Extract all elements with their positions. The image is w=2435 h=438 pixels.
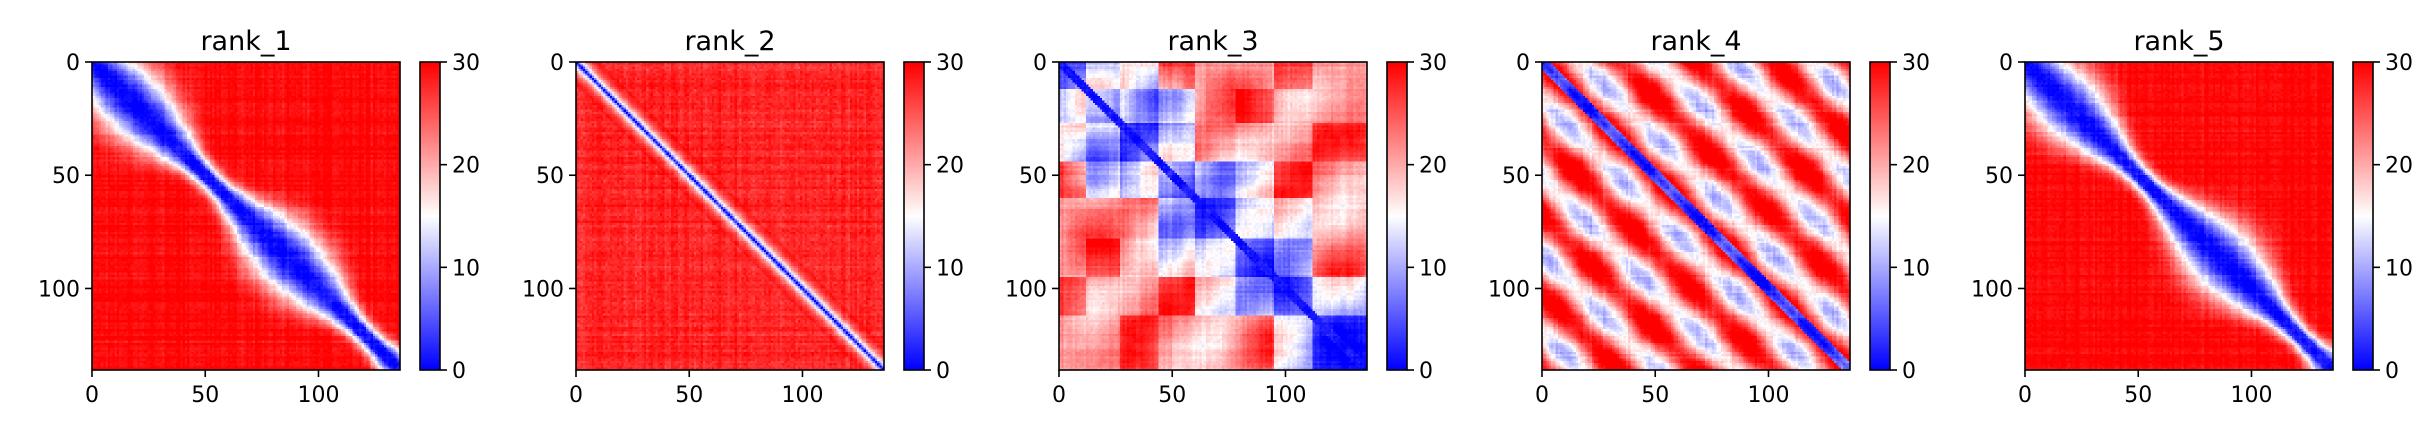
panel-title: rank_3: [1167, 26, 1258, 57]
colorbar: [1870, 62, 1890, 370]
y-tick-label: 0: [550, 51, 564, 76]
y-tick-label: 100: [1971, 277, 2013, 302]
heatmap-image: [2025, 62, 2333, 370]
heatmap-frame: [1541, 61, 1851, 371]
heatmap-panel-1: rank_1 0 50 100 0 50 100 0 10 20 30: [38, 26, 480, 408]
colorbar-frame: [1386, 61, 1408, 371]
colorbar: [420, 62, 440, 370]
colorbar-tick-label: 30: [452, 51, 480, 76]
colorbar-frame: [903, 61, 925, 371]
colorbar: [2353, 62, 2373, 370]
heatmap-panel-4: rank_4 0 50 100 0 50 100 0 10 20 30: [1488, 26, 1930, 408]
colorbar-frame: [2352, 61, 2374, 371]
y-tick-label: 100: [1005, 277, 1047, 302]
heatmap-frame: [91, 61, 401, 371]
x-tick-label: 0: [569, 383, 583, 408]
colorbar-frame: [419, 61, 441, 371]
heatmap-frame: [1058, 61, 1368, 371]
panel-title: rank_1: [200, 26, 291, 57]
colorbar-tick-label: 10: [1419, 256, 1447, 281]
colorbar-tick-label: 10: [1902, 256, 1930, 281]
colorbar-tick-label: 20: [2385, 154, 2413, 179]
colorbar-tick-label: 0: [2385, 359, 2399, 384]
panel-title: rank_2: [684, 26, 775, 57]
x-tick-label: 0: [1052, 383, 1066, 408]
heatmap-image: [576, 62, 884, 370]
colorbar-tick-label: 20: [1419, 154, 1447, 179]
heatmap-frame: [2024, 61, 2334, 371]
colorbar-tick-label: 30: [936, 51, 964, 76]
colorbar-tick-label: 20: [452, 154, 480, 179]
y-tick-label: 50: [1502, 164, 1530, 189]
heatmap-frame: [575, 61, 885, 371]
x-tick-label: 50: [1641, 383, 1669, 408]
colorbar-tick-label: 20: [936, 154, 964, 179]
y-tick-label: 50: [1019, 164, 1047, 189]
colorbar-tick-label: 0: [1902, 359, 1916, 384]
colorbar-tick-label: 30: [1902, 51, 1930, 76]
heatmap-panel-2: rank_2 0 50 100 0 50 100 0 10 20 30: [522, 26, 964, 408]
panel-title: rank_5: [2133, 26, 2224, 57]
x-tick-label: 100: [297, 383, 339, 408]
colorbar-tick-label: 30: [1419, 51, 1447, 76]
colorbar-tick-label: 30: [2385, 51, 2413, 76]
y-tick-label: 50: [1985, 164, 2013, 189]
colorbar-tick-label: 20: [1902, 154, 1930, 179]
y-tick-label: 0: [1033, 51, 1047, 76]
x-tick-label: 50: [2124, 383, 2152, 408]
y-tick-label: 50: [52, 164, 80, 189]
colorbar-tick-label: 10: [452, 256, 480, 281]
colorbar-tick-label: 10: [2385, 256, 2413, 281]
colorbar: [904, 62, 924, 370]
x-tick-label: 100: [1747, 383, 1789, 408]
colorbar-tick-label: 10: [936, 256, 964, 281]
heatmap-panel-5: rank_5 0 50 100 0 50 100 0 10 20 30: [1971, 26, 2413, 408]
colorbar-tick-label: 0: [452, 359, 466, 384]
x-tick-label: 0: [2018, 383, 2032, 408]
y-tick-label: 0: [1516, 51, 1530, 76]
y-tick-label: 0: [1999, 51, 2013, 76]
colorbar: [1387, 62, 1407, 370]
heatmap-image: [1059, 62, 1367, 370]
y-tick-label: 100: [522, 277, 564, 302]
x-tick-label: 0: [1535, 383, 1549, 408]
y-tick-label: 100: [38, 277, 80, 302]
y-tick-label: 0: [66, 51, 80, 76]
panel-title: rank_4: [1650, 26, 1741, 57]
colorbar-tick-label: 0: [1419, 359, 1433, 384]
heatmap-image: [92, 62, 400, 370]
x-tick-label: 100: [1264, 383, 1306, 408]
colorbar-tick-label: 0: [936, 359, 950, 384]
heatmap-panel-3: rank_3 0 50 100 0 50 100 0 10 20 30: [1005, 26, 1447, 408]
colorbar-frame: [1869, 61, 1891, 371]
x-tick-label: 100: [781, 383, 823, 408]
x-tick-label: 100: [2230, 383, 2272, 408]
y-tick-label: 100: [1488, 277, 1530, 302]
x-tick-label: 50: [675, 383, 703, 408]
heatmap-image: [1542, 62, 1850, 370]
x-tick-label: 50: [1158, 383, 1186, 408]
x-tick-label: 50: [191, 383, 219, 408]
y-tick-label: 50: [536, 164, 564, 189]
x-tick-label: 0: [85, 383, 99, 408]
